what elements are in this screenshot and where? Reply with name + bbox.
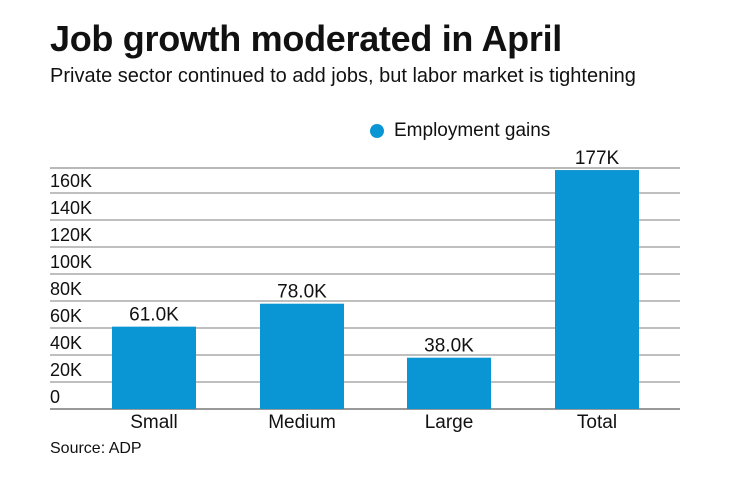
- x-tick-label: Small: [130, 412, 178, 433]
- bar-small: [112, 326, 196, 409]
- y-tick-label: 120K: [50, 225, 92, 245]
- bar-medium: [260, 303, 344, 409]
- x-tick-label: Medium: [268, 412, 336, 433]
- y-tick-label: 80K: [50, 279, 82, 299]
- y-tick-label: 160K: [50, 171, 92, 191]
- y-tick-label: 140K: [50, 198, 92, 218]
- y-tick-label: 100K: [50, 252, 92, 272]
- legend-label: Employment gains: [394, 120, 551, 141]
- bar-large: [407, 357, 491, 409]
- y-tick-label: 60K: [50, 306, 82, 326]
- legend-swatch: [370, 124, 384, 138]
- y-tick-label: 40K: [50, 333, 82, 353]
- x-tick-label: Total: [577, 412, 617, 433]
- data-label: 177K: [575, 148, 620, 169]
- data-label: 61.0K: [129, 305, 179, 326]
- data-label: 38.0K: [424, 336, 474, 357]
- chart-title: Job growth moderated in April: [50, 18, 562, 59]
- x-tick-label: Large: [425, 412, 474, 433]
- chart-subtitle: Private sector continued to add jobs, bu…: [50, 65, 636, 87]
- source-note: Source: ADP: [50, 440, 142, 457]
- bars: [112, 170, 639, 409]
- y-tick-label: 20K: [50, 360, 82, 380]
- labels: 0 20K 40K 60K 80K 100K 120K 140K 160K 61.0K Small 7…: [50, 148, 620, 433]
- y-tick-label: 0: [50, 387, 60, 407]
- bar-total: [555, 170, 639, 409]
- data-label: 78.0K: [277, 282, 327, 303]
- legend: Employment gains: [370, 120, 550, 142]
